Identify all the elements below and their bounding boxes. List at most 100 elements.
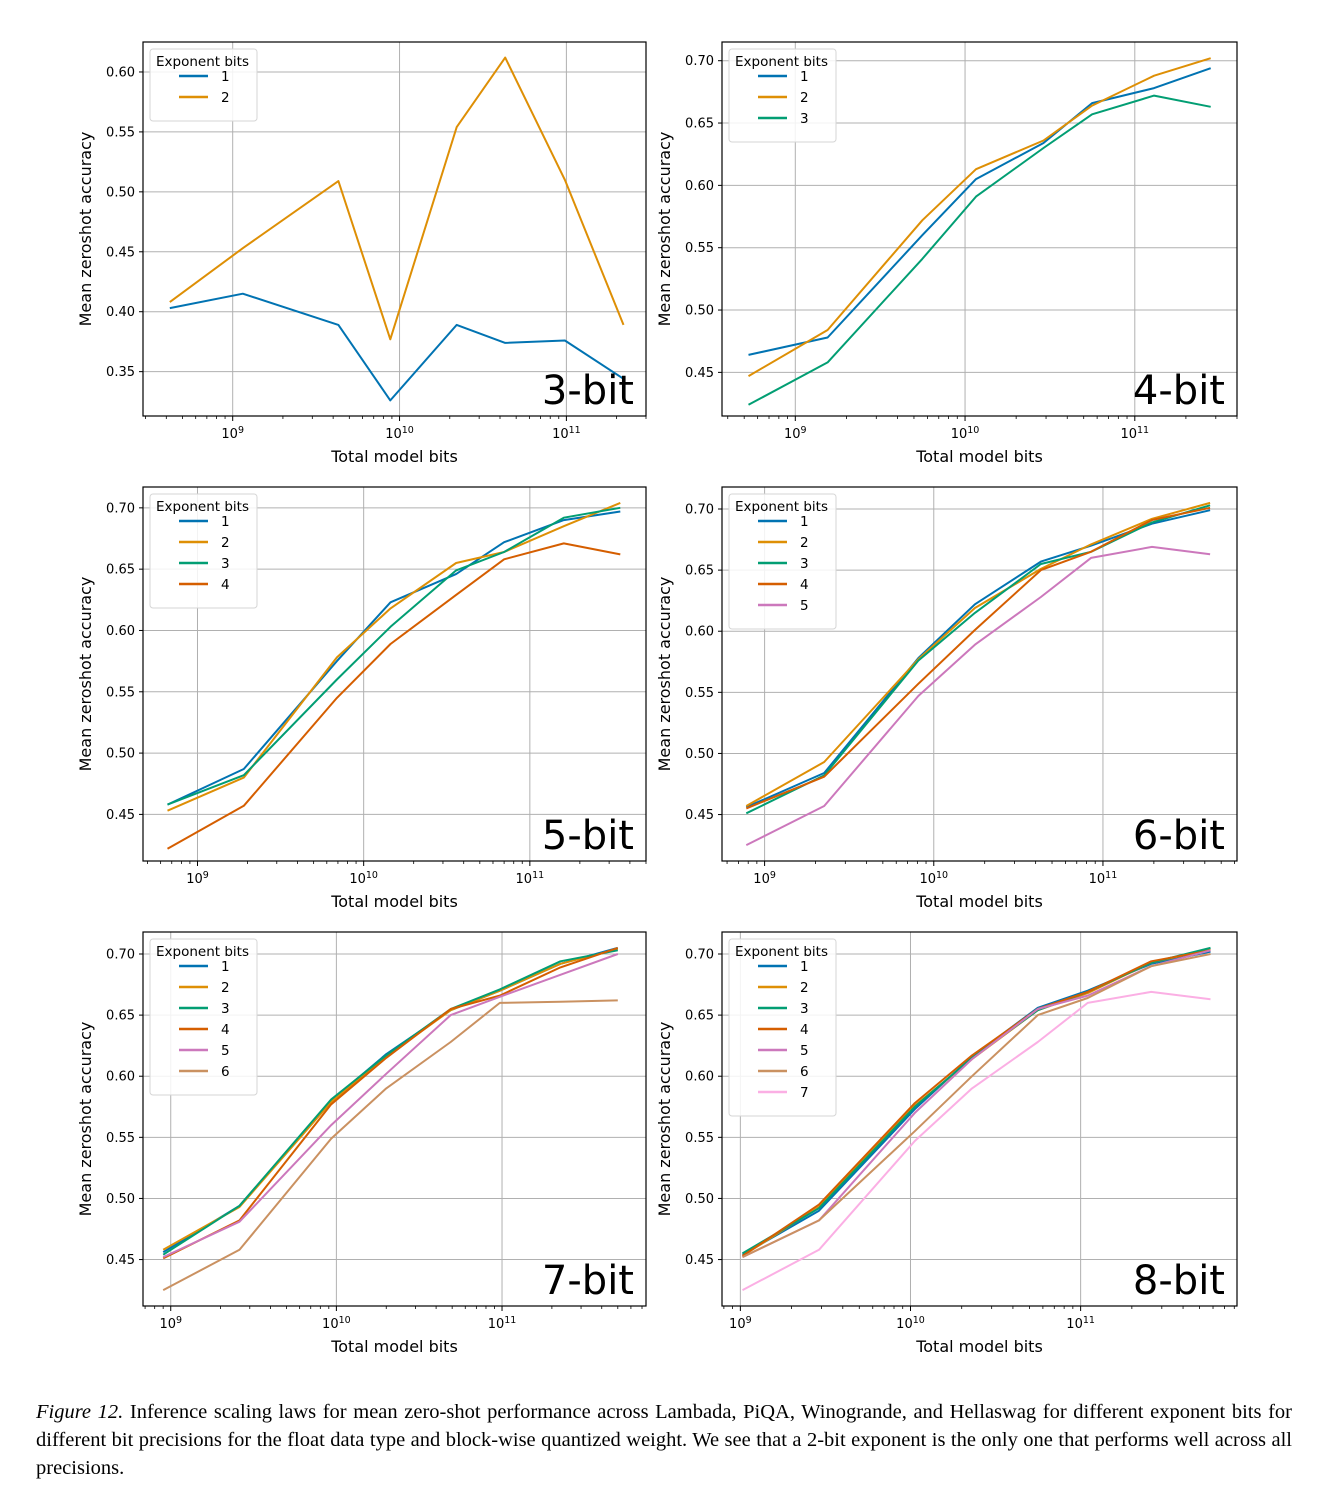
y-tick-label: 0.70 [106, 948, 135, 963]
y-tick-label: 0.55 [106, 685, 135, 700]
axes-frame [721, 931, 1238, 1307]
legend-entry-2: 2 [221, 535, 230, 551]
legend-box [149, 493, 258, 609]
legend-entry-1: 1 [221, 514, 230, 530]
y-tick-label: 0.55 [106, 1131, 135, 1146]
x-axis-label: Total model bits [330, 1337, 458, 1356]
y-axis-label: Mean zeroshot accuracy [655, 132, 674, 327]
y-tick-label: 0.45 [106, 245, 135, 260]
legend-entry-2: 2 [221, 90, 230, 106]
y-tick-label: 0.65 [685, 117, 714, 132]
series-line-exp-1 [748, 67, 1212, 356]
y-tick-label: 0.55 [685, 686, 714, 701]
axes-frame [721, 486, 1238, 862]
series-line-exp-3 [748, 94, 1211, 406]
x-tick-label: 1011 [1089, 870, 1118, 887]
legend-entry-4: 4 [221, 1022, 230, 1038]
y-tick-label: 0.55 [685, 1131, 714, 1146]
series-line-exp-4 [741, 949, 1211, 1257]
y-axis-label: Mean zeroshot accuracy [76, 577, 95, 772]
y-tick-label: 0.65 [685, 564, 714, 579]
y-tick-label: 0.45 [685, 1253, 714, 1268]
legend-entry-5: 5 [221, 1043, 230, 1059]
y-tick-label: 0.70 [685, 54, 714, 69]
x-tick-label: 1011 [1066, 1315, 1095, 1332]
legend-entry-3: 3 [221, 556, 230, 572]
y-tick-label: 0.65 [106, 563, 135, 578]
y-tick-label: 0.50 [106, 185, 135, 200]
caption-text: Inference scaling laws for mean zero-sho… [36, 1401, 1292, 1479]
legend-box [728, 48, 837, 143]
y-tick-label: 0.60 [106, 624, 135, 639]
y-tick-label: 0.45 [106, 1253, 135, 1268]
series-line-exp-1 [169, 292, 625, 402]
legend-entry-1: 1 [800, 514, 809, 530]
legend-entry-1: 1 [800, 69, 809, 85]
legend-box [728, 493, 837, 630]
y-axis-label: Mean zeroshot accuracy [655, 577, 674, 772]
legend-title: Exponent bits [735, 499, 828, 515]
legend-entry-1: 1 [800, 959, 809, 975]
y-tick-label: 0.60 [106, 1070, 135, 1085]
y-tick-label: 0.65 [685, 1009, 714, 1024]
y-tick-label: 0.45 [106, 808, 135, 823]
series-line-exp-4 [167, 542, 621, 850]
legend-entry-4: 4 [800, 1022, 809, 1038]
legend-entry-4: 4 [800, 577, 809, 593]
series-line-exp-4 [745, 506, 1211, 810]
legend-box [728, 938, 837, 1117]
y-tick-label: 0.50 [685, 1192, 714, 1207]
y-axis-label: Mean zeroshot accuracy [655, 1022, 674, 1217]
y-axis-label: Mean zeroshot accuracy [76, 132, 95, 327]
x-tick-label: 1011 [552, 425, 581, 442]
y-axis-label: Mean zeroshot accuracy [76, 1022, 95, 1217]
legend-entry-2: 2 [800, 980, 809, 996]
x-tick-label: 1011 [516, 870, 545, 887]
y-tick-label: 0.60 [685, 625, 714, 640]
chart-panel-3-bit: 0.35 0.40 0.45 0.50 0.55 0.60 109 1010 1011 Total… [76, 41, 647, 466]
series-line-exp-2 [167, 501, 621, 812]
x-tick-label: 109 [753, 870, 776, 887]
legend-entry-4: 4 [221, 577, 230, 593]
series-line-exp-7 [742, 990, 1211, 1291]
legend-title: Exponent bits [156, 54, 249, 70]
axes-frame [142, 931, 647, 1307]
legend-title: Exponent bits [735, 944, 828, 960]
panel-label: 3-bit [542, 368, 634, 414]
x-axis-label: Total model bits [915, 892, 1043, 911]
legend-entry-6: 6 [221, 1064, 230, 1080]
x-tick-label: 1010 [919, 870, 948, 887]
series-group [747, 57, 1212, 406]
panel-label: 4-bit [1133, 368, 1225, 414]
y-tick-label: 0.50 [106, 747, 135, 762]
panel-label: 7-bit [542, 1258, 634, 1304]
axes-frame [721, 41, 1238, 417]
legend-entry-1: 1 [221, 69, 230, 85]
x-axis-label: Total model bits [330, 447, 458, 466]
legend-title: Exponent bits [735, 54, 828, 70]
y-tick-label: 0.70 [685, 503, 714, 518]
panel-label: 5-bit [542, 813, 634, 859]
chart-panel-5-bit: 0.45 0.50 0.55 0.60 0.65 0.70 109 1010 1011 Total… [76, 486, 647, 911]
series-line-exp-5 [162, 953, 619, 1259]
series-line-exp-3 [745, 504, 1211, 815]
x-tick-label: 1010 [349, 870, 378, 887]
y-tick-label: 0.40 [106, 305, 135, 320]
legend-entry-7: 7 [800, 1085, 809, 1101]
x-tick-label: 1010 [322, 1315, 351, 1332]
series-line-exp-2 [747, 57, 1211, 377]
x-axis-label: Total model bits [915, 447, 1043, 466]
y-tick-label: 0.50 [106, 1192, 135, 1207]
figure-number: Figure 12. [36, 1401, 124, 1423]
x-tick-label: 1011 [1120, 425, 1149, 442]
series-line-exp-6 [162, 999, 618, 1291]
legend-entry-1: 1 [221, 959, 230, 975]
y-tick-label: 0.65 [106, 1009, 135, 1024]
legend-box [149, 48, 258, 122]
series-line-exp-5 [745, 545, 1211, 846]
legend-entry-3: 3 [800, 556, 809, 572]
